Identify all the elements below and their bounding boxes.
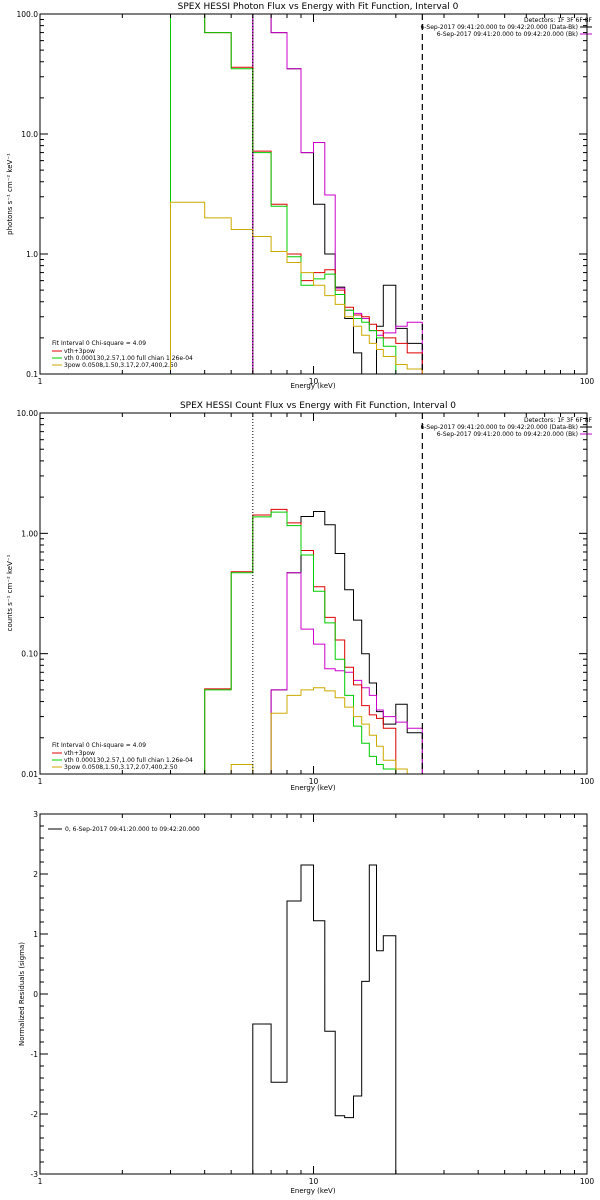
- series-line: [252, 864, 397, 1174]
- series-line: [252, 572, 423, 774]
- legend-entry: 6-Sep-2017 09:41:20.000 to 09:42:20.000 …: [420, 424, 578, 431]
- y-tick-label: 0.1: [26, 370, 38, 379]
- legend-entry: 6-Sep-2017 09:41:20.000 to 09:42:20.000 …: [420, 24, 578, 31]
- y-tick-label: 0: [33, 990, 38, 999]
- residuals-panel: Energy (keV) Normalized Residuals (sigma…: [18, 810, 594, 1195]
- y-axis-label: counts s⁻¹ cm⁻² keV⁻¹: [6, 554, 14, 631]
- legend-entry: 6-Sep-2017 09:41:20.000 to 09:42:20.000 …: [437, 31, 578, 38]
- y-tick-label: 3: [33, 810, 38, 819]
- x-axis-label: Energy (keV): [290, 1187, 335, 1195]
- y-tick-label: -1: [31, 1050, 39, 1059]
- series-line: [252, 14, 423, 374]
- photon-flux-panel: SPEX HESSI Photon Flux vs Energy with Fi…: [6, 2, 594, 390]
- legend-entry: 3pow 0.0508,1.50,3.17,2.07,400,2.50: [64, 362, 178, 369]
- y-tick-label: 10.00: [17, 409, 39, 418]
- legend-entry: 3pow 0.0508,1.50,3.17,2.07,400,2.50: [64, 764, 178, 771]
- y-tick-label: 2: [33, 870, 38, 879]
- fit-info: Fit Interval 0 Chi-square = 4.09: [52, 340, 146, 347]
- legend-entry: vth+3pow: [64, 750, 95, 757]
- x-tick-label: 1: [38, 1177, 43, 1186]
- y-tick-label: -2: [31, 1110, 39, 1119]
- legend-entry: vth 0.000130,2.57,1.00 full chian 1.26e-…: [64, 355, 193, 362]
- x-axis-label: Energy (keV): [290, 784, 335, 792]
- x-tick-label: 100: [580, 777, 595, 786]
- legend-entry: 0, 6-Sep-2017 09:41:20.000 to 09:42:20.0…: [65, 826, 200, 833]
- plot-frame: [39, 412, 588, 775]
- legend-header: Detectors: 1F 3F 6F 8F: [524, 417, 593, 424]
- y-tick-label: 1: [33, 930, 38, 939]
- count-flux-panel: SPEX HESSI Count Flux vs Energy with Fit…: [6, 401, 594, 792]
- series-line: [230, 687, 423, 774]
- legend-entry: vth+3pow: [64, 348, 95, 355]
- y-tick-label: 10.0: [21, 130, 38, 139]
- y-axis-label: Normalized Residuals (sigma): [18, 942, 26, 1046]
- x-tick-label: 10: [309, 1177, 319, 1186]
- y-tick-label: 1.00: [21, 529, 38, 538]
- y-axis-label: photons s⁻¹ cm⁻² keV⁻¹: [6, 153, 14, 235]
- legend-entry: vth 0.000130,2.57,1.00 full chian 1.26e-…: [64, 757, 193, 764]
- x-tick-label: 100: [580, 377, 595, 386]
- x-tick-label: 100: [580, 1177, 595, 1186]
- x-axis-label: Energy (keV): [290, 382, 335, 390]
- x-tick-label: 10: [309, 777, 319, 786]
- y-tick-label: 0.10: [21, 650, 38, 659]
- y-tick-label: -3: [31, 1170, 39, 1179]
- legend-entry: 6-Sep-2017 09:41:20.000 to 09:42:20.000 …: [437, 431, 578, 438]
- series-line: [252, 14, 423, 374]
- y-tick-label: 100.0: [17, 10, 39, 19]
- chart-title: SPEX HESSI Count Flux vs Energy with Fit…: [180, 401, 456, 411]
- x-tick-label: 10: [309, 377, 319, 386]
- y-tick-label: 0.01: [21, 770, 38, 779]
- series-line: [170, 201, 423, 374]
- series-line: [170, 14, 423, 374]
- series-line: [252, 511, 423, 774]
- legend-header: Detectors: 1F 3F 6F 8F: [524, 17, 593, 24]
- fit-info: Fit Interval 0 Chi-square = 4.09: [52, 742, 146, 749]
- series-line: [170, 14, 423, 374]
- x-tick-label: 1: [38, 777, 43, 786]
- chart-title: SPEX HESSI Photon Flux vs Energy with Fi…: [178, 2, 459, 12]
- y-tick-label: 1.0: [26, 250, 38, 259]
- series-line: [204, 508, 397, 774]
- x-tick-label: 1: [38, 377, 43, 386]
